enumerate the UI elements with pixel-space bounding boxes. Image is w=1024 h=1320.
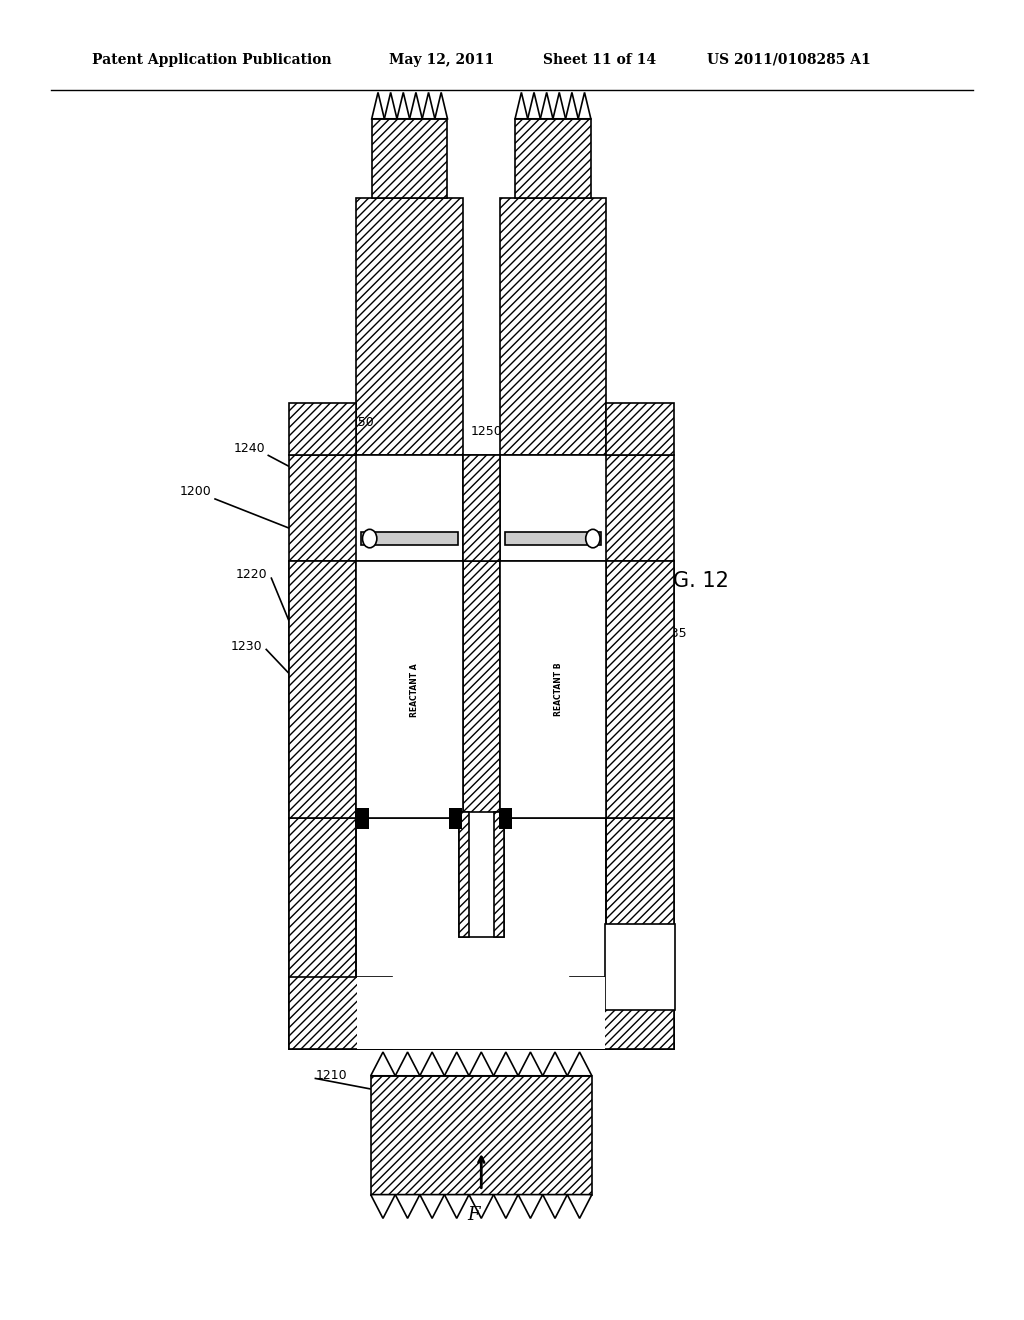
Bar	[356, 561, 463, 818]
Bar	[463, 561, 500, 818]
Polygon shape	[518, 1052, 543, 1076]
Bar	[494, 812, 504, 937]
Bar	[361, 532, 458, 545]
Polygon shape	[420, 1195, 444, 1218]
Polygon shape	[565, 92, 579, 119]
Bar	[355, 808, 369, 829]
Bar	[606, 818, 674, 1049]
Bar	[289, 561, 356, 818]
Text: F: F	[467, 1206, 479, 1225]
Circle shape	[586, 529, 600, 548]
Bar	[356, 818, 606, 1049]
Bar	[605, 924, 675, 1010]
Bar	[570, 977, 674, 1049]
Polygon shape	[494, 1195, 518, 1218]
Bar	[500, 455, 606, 561]
Bar	[606, 561, 674, 818]
Bar	[606, 403, 674, 455]
Polygon shape	[518, 1195, 543, 1218]
Text: Patent Application Publication: Patent Application Publication	[92, 53, 332, 67]
Polygon shape	[515, 92, 527, 119]
Bar	[289, 977, 392, 1049]
Polygon shape	[444, 1195, 469, 1218]
Polygon shape	[395, 1052, 420, 1076]
Polygon shape	[384, 92, 397, 119]
Text: 1211: 1211	[440, 594, 472, 607]
Polygon shape	[422, 92, 435, 119]
Text: 1210: 1210	[315, 1069, 347, 1082]
Polygon shape	[420, 1052, 444, 1076]
Bar	[500, 561, 606, 818]
Text: 1230: 1230	[230, 640, 262, 653]
Polygon shape	[371, 1195, 395, 1218]
Polygon shape	[579, 92, 591, 119]
Text: 1250: 1250	[471, 425, 503, 438]
Polygon shape	[567, 1052, 592, 1076]
Text: May 12, 2011: May 12, 2011	[389, 53, 495, 67]
Bar	[357, 820, 605, 1048]
Polygon shape	[567, 1195, 592, 1218]
Text: 1200: 1200	[179, 484, 211, 498]
Bar	[357, 977, 605, 1049]
Bar	[463, 455, 500, 561]
Bar	[356, 455, 463, 561]
Bar	[505, 532, 601, 545]
Polygon shape	[541, 92, 553, 119]
Bar	[500, 198, 606, 455]
Bar	[356, 198, 463, 455]
Bar	[371, 1076, 592, 1195]
Polygon shape	[395, 1195, 420, 1218]
Text: REACTANT B: REACTANT B	[554, 663, 562, 717]
Polygon shape	[469, 1195, 494, 1218]
Text: Sheet 11 of 14: Sheet 11 of 14	[543, 53, 655, 67]
Polygon shape	[371, 1052, 395, 1076]
Polygon shape	[543, 1195, 567, 1218]
Polygon shape	[397, 92, 410, 119]
Text: 1220: 1220	[236, 568, 267, 581]
Polygon shape	[494, 1052, 518, 1076]
Circle shape	[362, 529, 377, 548]
Text: REACTANT A: REACTANT A	[411, 663, 419, 717]
Bar	[289, 561, 674, 818]
Polygon shape	[543, 1052, 567, 1076]
Bar	[356, 818, 606, 977]
Bar	[459, 812, 504, 937]
Polygon shape	[372, 92, 384, 119]
Polygon shape	[527, 92, 541, 119]
Polygon shape	[410, 92, 422, 119]
Polygon shape	[469, 1052, 494, 1076]
Bar	[289, 455, 674, 561]
Bar	[289, 818, 674, 1049]
Text: US 2011/0108285 A1: US 2011/0108285 A1	[707, 53, 870, 67]
Bar	[459, 812, 469, 937]
Text: FIG. 12: FIG. 12	[655, 570, 729, 591]
Bar	[515, 119, 591, 198]
Polygon shape	[553, 92, 565, 119]
Bar	[499, 808, 512, 829]
Bar	[372, 119, 447, 198]
Polygon shape	[435, 92, 447, 119]
Text: 1250: 1250	[343, 416, 375, 429]
Polygon shape	[444, 1052, 469, 1076]
Text: 1235: 1235	[655, 627, 687, 640]
Bar	[289, 403, 356, 455]
Bar	[289, 818, 356, 1049]
Bar	[449, 808, 462, 829]
Bar	[356, 818, 606, 1049]
Text: 1240: 1240	[233, 442, 265, 455]
